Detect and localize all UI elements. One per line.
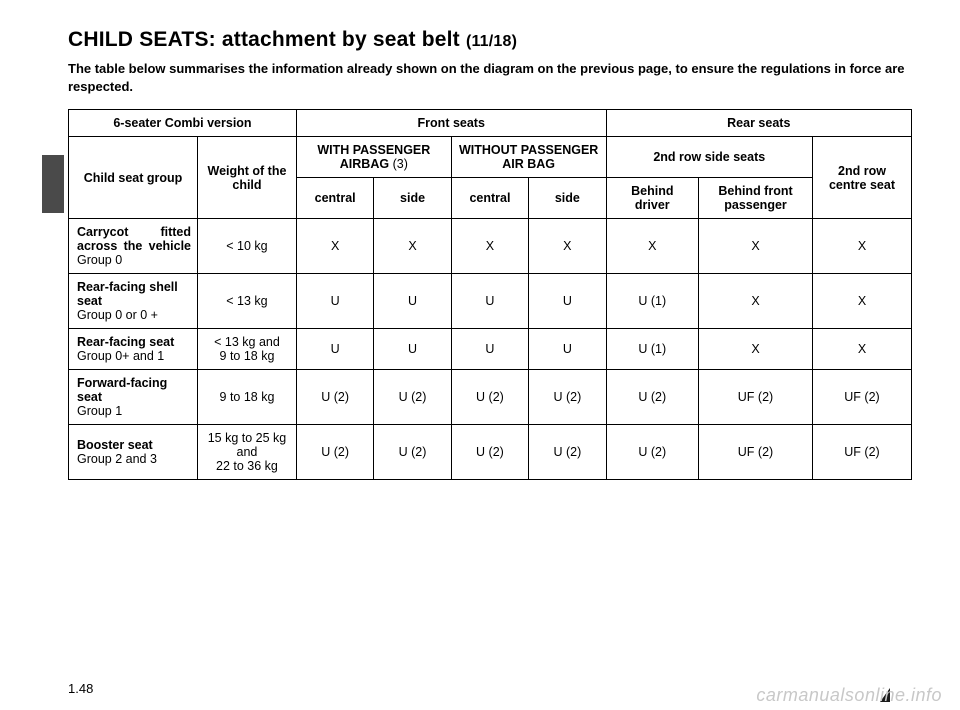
cell: X bbox=[812, 329, 911, 370]
row-label: Forward-facing seat Group 1 bbox=[69, 370, 198, 425]
table-body: Carrycot fitted across the vehicle Group… bbox=[69, 219, 912, 480]
cell: U (2) bbox=[296, 425, 373, 480]
row-label: Rear-facing seat Group 0+ and 1 bbox=[69, 329, 198, 370]
row-label-rest: Group 1 bbox=[77, 404, 122, 418]
page-number: 1.48 bbox=[68, 681, 93, 696]
row-weight: 15 kg to 25 kg and 22 to 36 kg bbox=[198, 425, 297, 480]
row-weight: 9 to 18 kg bbox=[198, 370, 297, 425]
cell: X bbox=[812, 274, 911, 329]
row-weight-l1: < 13 kg and bbox=[214, 335, 280, 349]
cell: U bbox=[374, 274, 451, 329]
row-label-rest: Group 0 bbox=[77, 253, 122, 267]
row-label-rest: Group 0+ and 1 bbox=[77, 349, 164, 363]
hdr-row2-centre: 2nd row centre seat bbox=[812, 137, 911, 219]
cell: UF (2) bbox=[812, 370, 911, 425]
cell: X bbox=[699, 329, 813, 370]
table-row: Forward-facing seat Group 1 9 to 18 kg U… bbox=[69, 370, 912, 425]
row-label-rest: Group 2 and 3 bbox=[77, 452, 157, 466]
hdr-with-airbag-note: (3) bbox=[393, 157, 408, 171]
cell: U bbox=[451, 329, 528, 370]
cell: U (2) bbox=[296, 370, 373, 425]
table-row: Booster seat Group 2 and 3 15 kg to 25 k… bbox=[69, 425, 912, 480]
cell: X bbox=[451, 219, 528, 274]
cell: X bbox=[812, 219, 911, 274]
child-seat-table: 6-seater Combi version Front seats Rear … bbox=[68, 109, 912, 480]
row-weight-l1: 15 kg to 25 kg and bbox=[208, 431, 287, 459]
cell: X bbox=[699, 274, 813, 329]
cell: U (2) bbox=[529, 425, 606, 480]
row-weight: < 13 kg bbox=[198, 274, 297, 329]
row-label-rest: Group 0 or 0 + bbox=[77, 308, 158, 322]
page-container: CHILD SEATS: attachment by seat belt (11… bbox=[0, 0, 960, 490]
cell: UF (2) bbox=[699, 370, 813, 425]
cell: X bbox=[529, 219, 606, 274]
table-row: Rear-facing shell seat Group 0 or 0 + < … bbox=[69, 274, 912, 329]
title-main: CHILD SEATS: attachment by seat belt bbox=[68, 28, 460, 51]
cell: U (2) bbox=[451, 370, 528, 425]
row-label-bold: Carrycot fitted across the vehicle bbox=[77, 225, 191, 253]
cell: U bbox=[296, 274, 373, 329]
watermark: carmanualsonline.info bbox=[756, 685, 942, 706]
row-weight: < 13 kg and 9 to 18 kg bbox=[198, 329, 297, 370]
cell: U (2) bbox=[529, 370, 606, 425]
hdr-with-airbag: WITH PASSENGER AIRBAG (3) bbox=[296, 137, 451, 178]
row-label-bold: Booster seat bbox=[77, 438, 153, 452]
cell: U (2) bbox=[606, 370, 698, 425]
hdr-group: Child seat group bbox=[69, 137, 198, 219]
hdr-behind-pax: Behind front passenger bbox=[699, 178, 813, 219]
header-row-2: Child seat group Weight of the child WIT… bbox=[69, 137, 912, 178]
hdr-weight: Weight of the child bbox=[198, 137, 297, 219]
table-row: Rear-facing seat Group 0+ and 1 < 13 kg … bbox=[69, 329, 912, 370]
cell: U (2) bbox=[451, 425, 528, 480]
cell: U (2) bbox=[374, 425, 451, 480]
hdr-without-airbag: WITHOUT PASSENGER AIR BAG bbox=[451, 137, 606, 178]
hdr-side-2: side bbox=[529, 178, 606, 219]
row-weight-l2: 22 to 36 kg bbox=[216, 459, 278, 473]
table-row: Carrycot fitted across the vehicle Group… bbox=[69, 219, 912, 274]
cell: UF (2) bbox=[812, 425, 911, 480]
hdr-rear: Rear seats bbox=[606, 110, 911, 137]
hdr-row2-side: 2nd row side seats bbox=[606, 137, 812, 178]
cell: U bbox=[451, 274, 528, 329]
hdr-with-airbag-text: WITH PASSENGER AIRBAG bbox=[317, 143, 430, 171]
cell: U (2) bbox=[606, 425, 698, 480]
hdr-front: Front seats bbox=[296, 110, 606, 137]
section-tab bbox=[42, 155, 64, 213]
row-label: Rear-facing shell seat Group 0 or 0 + bbox=[69, 274, 198, 329]
intro-text: The table below summarises the informati… bbox=[68, 60, 912, 95]
cell: U bbox=[296, 329, 373, 370]
hdr-side-1: side bbox=[374, 178, 451, 219]
row-weight: < 10 kg bbox=[198, 219, 297, 274]
cell: U (1) bbox=[606, 329, 698, 370]
row-weight-l2: 9 to 18 kg bbox=[220, 349, 275, 363]
row-label-bold: Rear-facing shell seat bbox=[77, 280, 178, 308]
row-label-bold: Rear-facing seat bbox=[77, 335, 174, 349]
cell: U (2) bbox=[374, 370, 451, 425]
cell: X bbox=[699, 219, 813, 274]
cell: U bbox=[529, 274, 606, 329]
hdr-version: 6-seater Combi version bbox=[69, 110, 297, 137]
cell: X bbox=[606, 219, 698, 274]
header-row-1: 6-seater Combi version Front seats Rear … bbox=[69, 110, 912, 137]
cell: U (1) bbox=[606, 274, 698, 329]
table-head: 6-seater Combi version Front seats Rear … bbox=[69, 110, 912, 219]
cell: X bbox=[296, 219, 373, 274]
cell: U bbox=[529, 329, 606, 370]
title-sub: (11/18) bbox=[466, 33, 517, 50]
hdr-central-2: central bbox=[451, 178, 528, 219]
cell: UF (2) bbox=[699, 425, 813, 480]
cell: X bbox=[374, 219, 451, 274]
page-title: CHILD SEATS: attachment by seat belt (11… bbox=[68, 28, 912, 52]
row-label: Booster seat Group 2 and 3 bbox=[69, 425, 198, 480]
hdr-behind-driver: Behind driver bbox=[606, 178, 698, 219]
row-label-bold: Forward-facing seat bbox=[77, 376, 167, 404]
hdr-central-1: central bbox=[296, 178, 373, 219]
row-label: Carrycot fitted across the vehicle Group… bbox=[69, 219, 198, 274]
cell: U bbox=[374, 329, 451, 370]
